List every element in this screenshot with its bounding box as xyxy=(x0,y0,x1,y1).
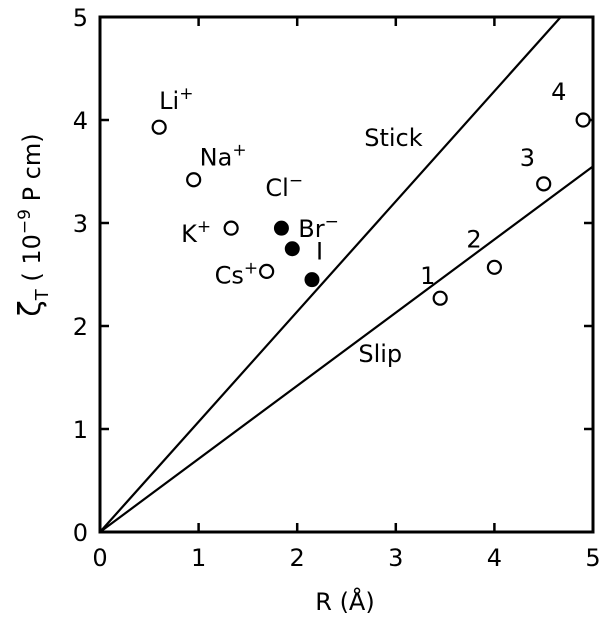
cation-point xyxy=(259,263,275,280)
y-tick-label: 5 xyxy=(73,4,88,32)
anion-label: Br− xyxy=(298,212,339,243)
y-tick-label: 0 xyxy=(73,519,88,547)
y-axis-title: ζT ( 10−9 P cm) xyxy=(13,133,53,316)
cation-label: Na+ xyxy=(200,141,247,172)
cation-label: Li+ xyxy=(159,84,193,115)
y-tick-label: 3 xyxy=(73,210,88,238)
stick-line xyxy=(99,16,562,533)
x-tick-label: 0 xyxy=(92,544,107,572)
numbered-point-label: 1 xyxy=(420,262,435,290)
y-tick-label: 1 xyxy=(73,416,88,444)
anion-point xyxy=(304,272,320,288)
x-tick-label: 4 xyxy=(487,544,502,572)
anion-label: Cl− xyxy=(265,171,303,202)
plot-frame xyxy=(98,15,595,534)
x-tick-label: 2 xyxy=(290,544,305,572)
x-axis-title: R (Å) xyxy=(315,587,374,616)
numbered-point xyxy=(575,112,591,128)
cation-label: K+ xyxy=(181,217,211,248)
numbered-point-label: 2 xyxy=(466,225,481,253)
slip-label: Slip xyxy=(358,340,402,368)
cation-label: Cs+ xyxy=(215,258,259,289)
cation-point xyxy=(223,220,239,236)
stick-label: Stick xyxy=(364,124,423,152)
cation-point xyxy=(186,172,202,188)
y-tick-label: 4 xyxy=(73,107,88,135)
numbered-point xyxy=(486,259,502,275)
numbered-point xyxy=(536,176,552,192)
anion-label: I xyxy=(316,238,323,266)
numbered-point-label: 3 xyxy=(520,144,535,172)
x-tick-label: 5 xyxy=(585,544,600,572)
y-tick-label: 2 xyxy=(73,313,88,341)
slip-line xyxy=(99,165,594,533)
anion-point xyxy=(284,241,300,257)
numbered-point-label: 4 xyxy=(551,78,566,106)
cation-point xyxy=(151,119,167,135)
numbered-point xyxy=(432,290,448,306)
x-tick-label: 3 xyxy=(388,544,403,572)
x-tick-label: 1 xyxy=(191,544,206,572)
anion-point xyxy=(273,220,289,236)
